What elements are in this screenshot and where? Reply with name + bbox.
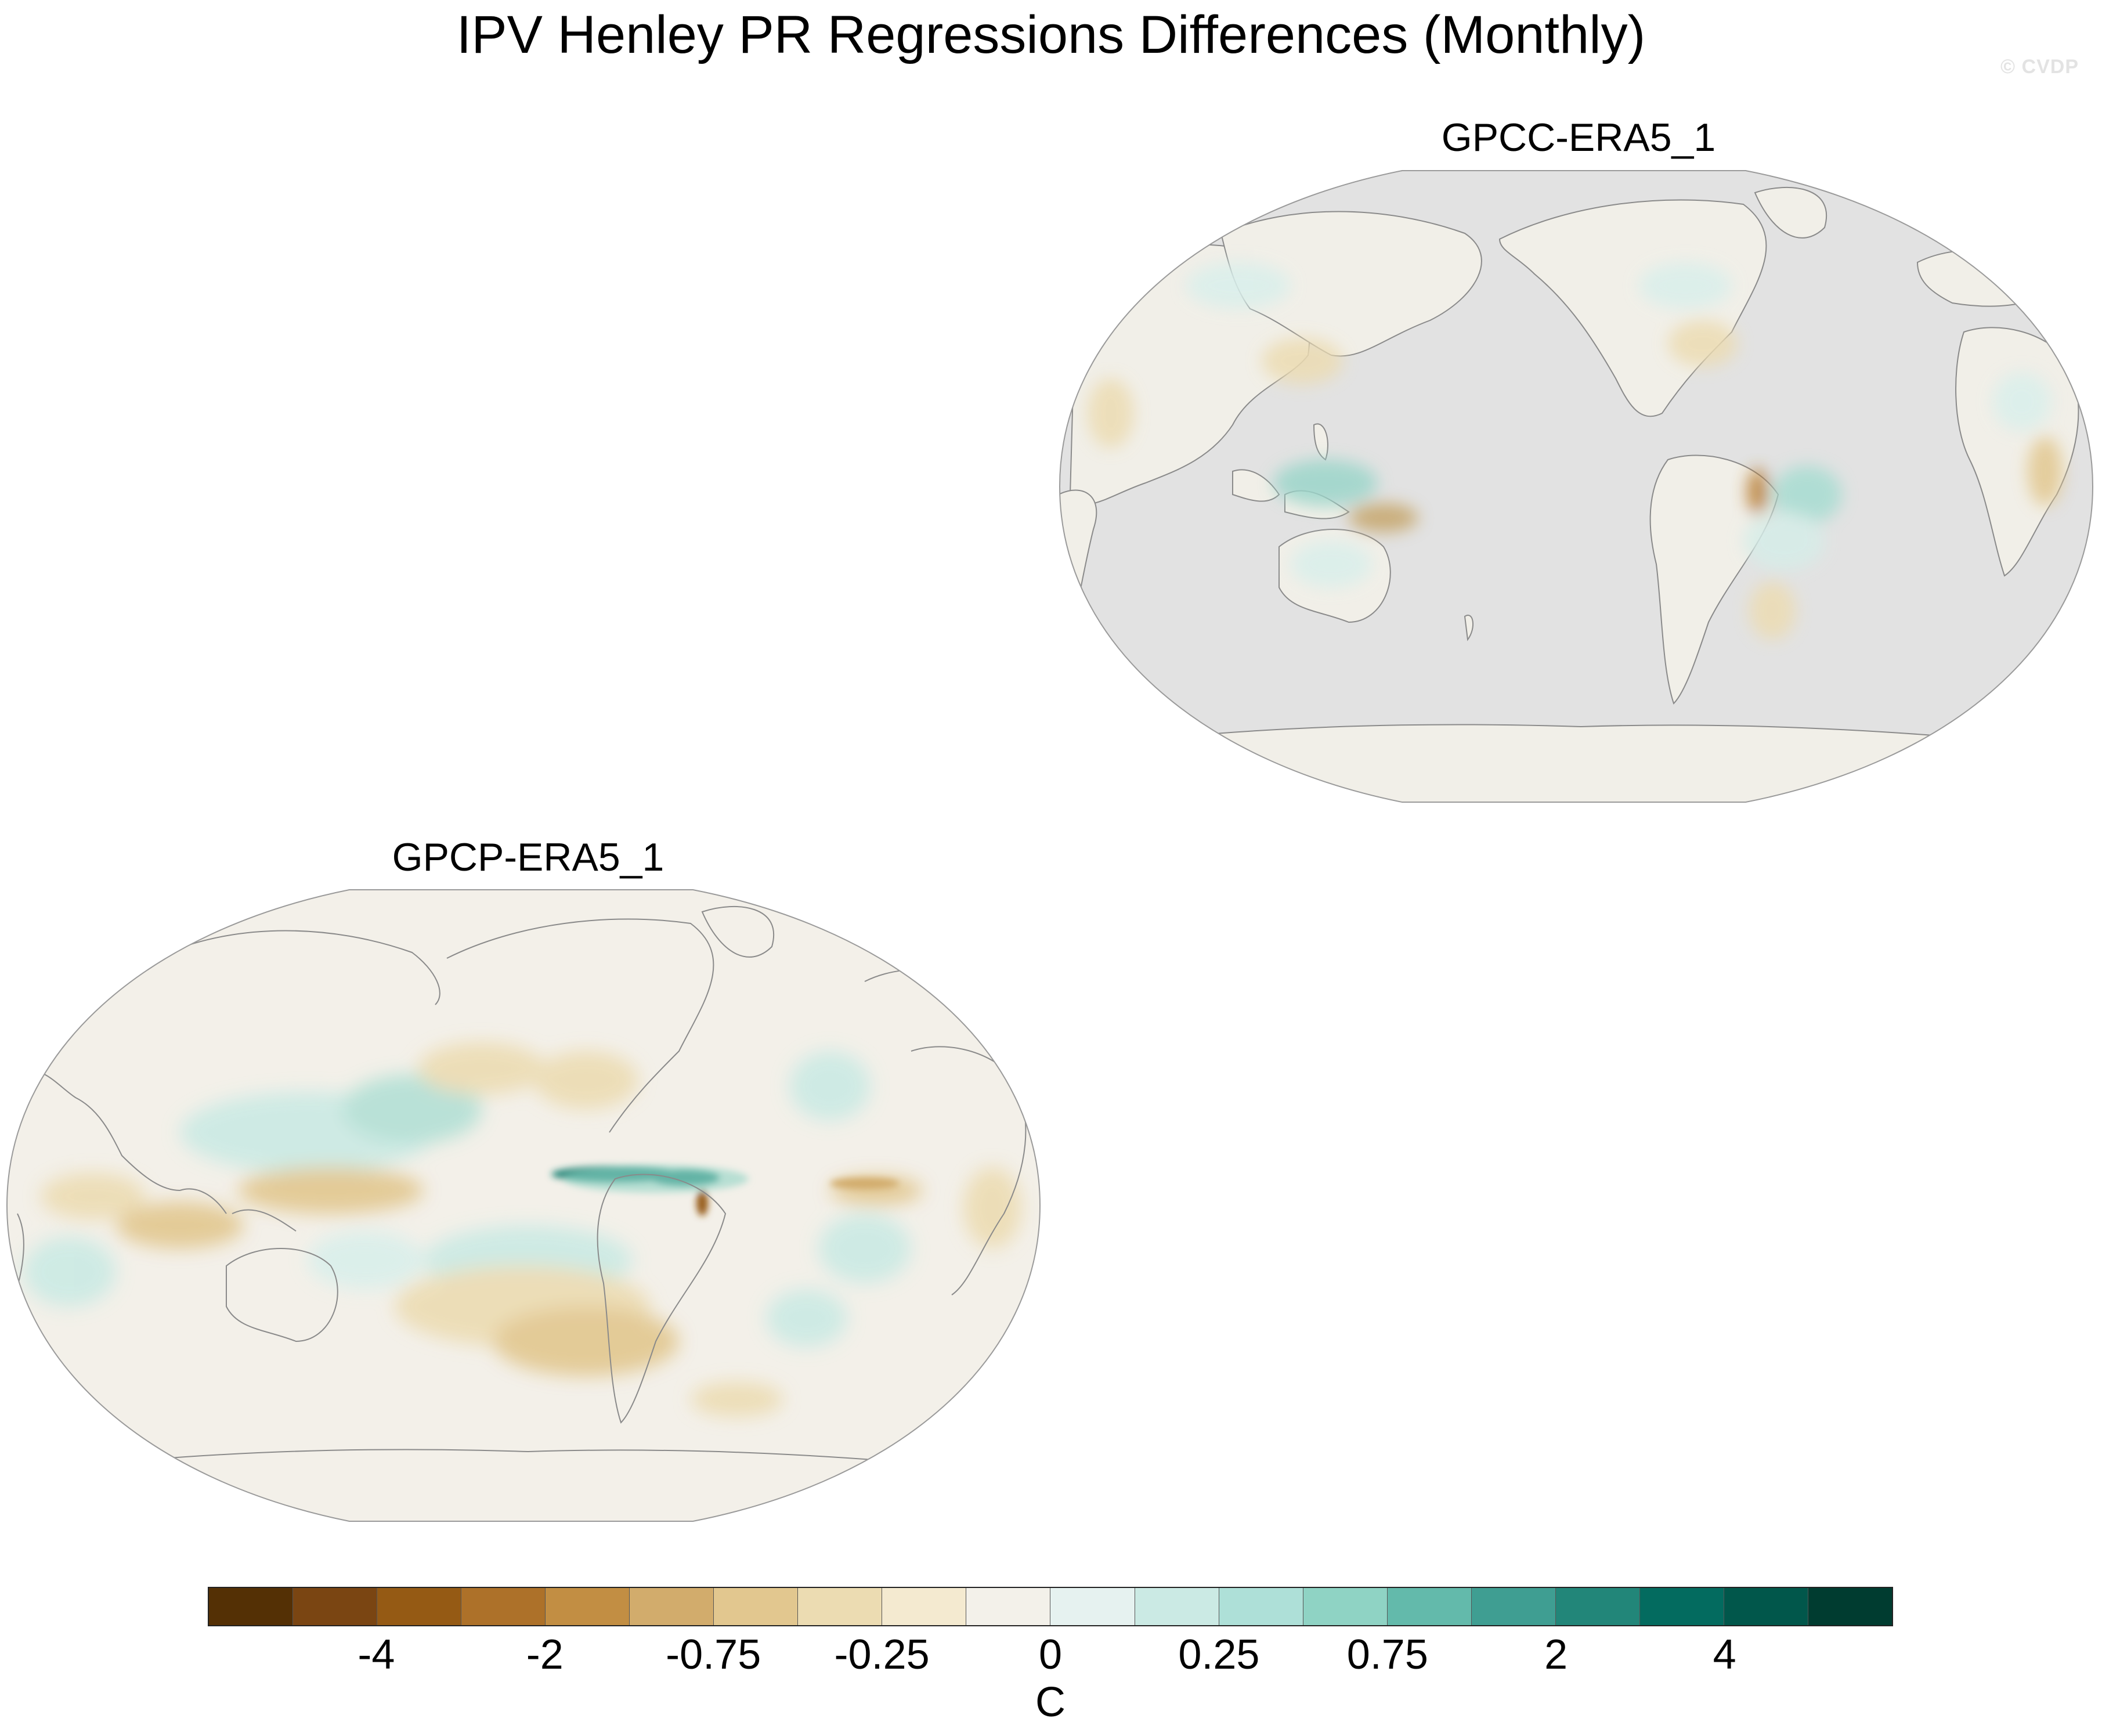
colorbar-tick-label: 0 (1038, 1632, 1063, 1678)
colorbar-tick-label: -0.75 (666, 1632, 761, 1678)
colorbar-tick-label: -4 (357, 1632, 395, 1678)
figure-title: IPV Henley PR Regressions Differences (M… (456, 5, 1646, 64)
itcz-band (551, 1165, 900, 1216)
colorbar-box (546, 1588, 630, 1625)
colorbar-box (630, 1588, 714, 1625)
colorbar-tick-label: 0.75 (1346, 1632, 1428, 1678)
colorbar-box (1387, 1588, 1472, 1625)
colorbar-tick-label: -2 (526, 1632, 564, 1678)
colorbar-box (798, 1588, 883, 1625)
anomaly-field (1088, 262, 2063, 640)
map-gpcc-era5 (1059, 170, 2094, 803)
colorbar-box (209, 1588, 294, 1625)
colorbar-box (882, 1588, 967, 1625)
panel-title-gpcc: GPCC-ERA5_1 (1441, 116, 1716, 160)
colorbar-tick-label: 2 (1544, 1632, 1568, 1678)
colorbar-box (1303, 1588, 1388, 1625)
colorbar-box (293, 1588, 378, 1625)
colorbar-box (1050, 1588, 1135, 1625)
map-gpcp-era5 (6, 889, 1041, 1522)
colorbar-box (1724, 1588, 1808, 1625)
colorbar-box (1639, 1588, 1724, 1625)
colorbar (208, 1587, 1893, 1626)
colorbar-box (1219, 1588, 1303, 1625)
colorbar-box (714, 1588, 799, 1625)
colorbar-box (1555, 1588, 1640, 1625)
colorbar-box (966, 1588, 1051, 1625)
anomaly-field (23, 1042, 1021, 1417)
colorbar-tick-label: 0.25 (1178, 1632, 1260, 1678)
cvdp-watermark: © CVDP (2000, 56, 2079, 78)
colorbar-tick-label: 4 (1713, 1632, 1736, 1678)
colorbar-box (377, 1588, 462, 1625)
colorbar-box (461, 1588, 546, 1625)
colorbar-box (1471, 1588, 1556, 1625)
colorbar-units: C (1035, 1679, 1066, 1726)
colorbar-box (1808, 1588, 1892, 1625)
colorbar-box (1135, 1588, 1219, 1625)
colorbar-tick-label: -0.25 (834, 1632, 930, 1678)
panel-title-gpcp: GPCP-ERA5_1 (392, 835, 664, 879)
